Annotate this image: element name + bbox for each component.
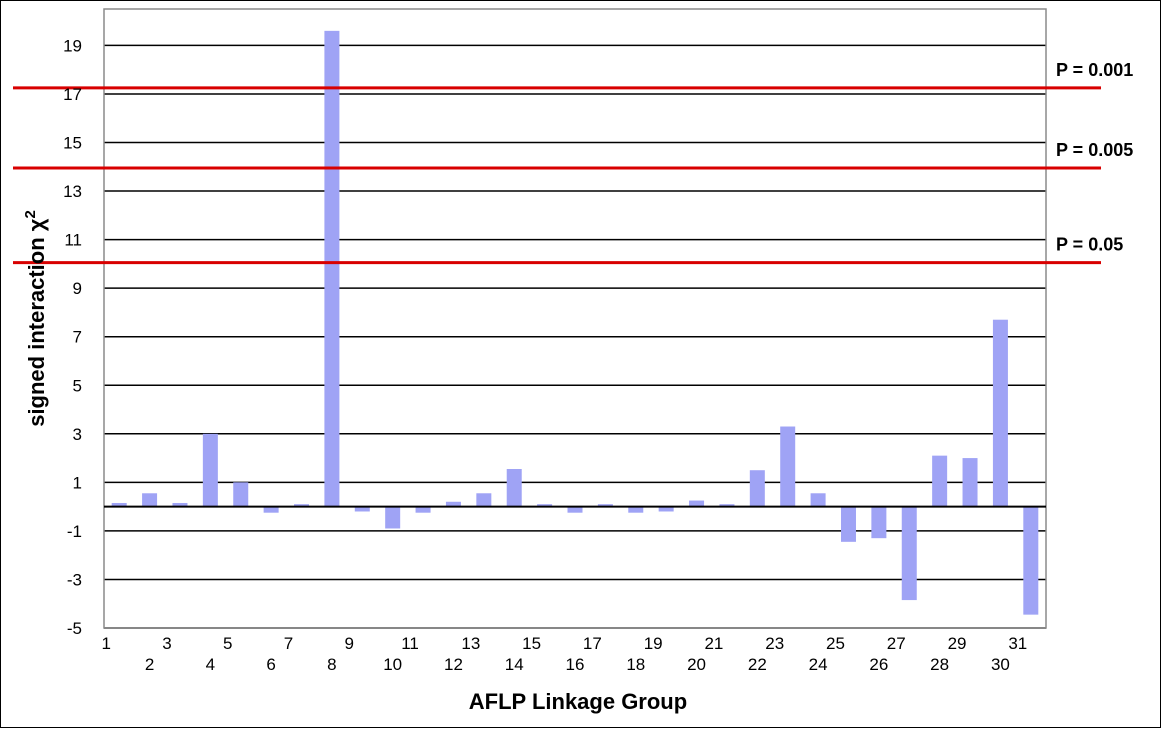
bar-14 — [506, 469, 522, 507]
x-tick-label: 24 — [809, 655, 828, 674]
reference-lines: P = 0.001 P = 0.005 P = 0.05 — [13, 60, 1133, 265]
bar-4 — [202, 433, 218, 507]
bar-13 — [476, 493, 492, 507]
bar-28 — [932, 455, 948, 507]
y-tick-label: -1 — [67, 522, 82, 541]
plot-area-border — [103, 8, 1047, 629]
bar-21 — [719, 504, 735, 507]
x-tick-label: 23 — [765, 634, 784, 653]
x-tick-label: 2 — [145, 655, 154, 674]
y-tick-label: -3 — [67, 570, 82, 589]
bar-31 — [1023, 506, 1039, 615]
x-tick-label: 9 — [345, 634, 354, 653]
x-tick-label: 25 — [826, 634, 845, 653]
y-tick-label: 19 — [63, 36, 82, 55]
x-tick-label: 15 — [522, 634, 541, 653]
y-tick-label: -5 — [67, 619, 82, 638]
bar-1 — [111, 502, 127, 507]
bar-27 — [901, 506, 917, 601]
x-tick-label: 14 — [505, 655, 524, 674]
reference-line-label: P = 0.005 — [1056, 140, 1133, 160]
bar-26 — [871, 506, 887, 539]
x-tick-label: 26 — [869, 655, 888, 674]
bar-8 — [324, 30, 340, 507]
x-tick-label: 17 — [583, 634, 602, 653]
x-tick-label: 8 — [327, 655, 336, 674]
x-axis-title: AFLP Linkage Group — [469, 689, 687, 714]
bar-5 — [233, 482, 249, 507]
y-tick-label: 15 — [63, 134, 82, 153]
x-tick-label: 27 — [887, 634, 906, 653]
x-tick-labels: 1234567891011121314151617181920212223242… — [101, 634, 1027, 674]
x-tick-label: 7 — [284, 634, 293, 653]
reference-line-label: P = 0.05 — [1056, 235, 1123, 255]
bar-22 — [749, 470, 765, 507]
bar-18 — [628, 506, 644, 513]
x-tick-label: 16 — [566, 655, 585, 674]
x-tick-label: 13 — [461, 634, 480, 653]
bar-25 — [840, 506, 856, 542]
x-tick-label: 29 — [948, 634, 967, 653]
y-tick-label: 17 — [63, 85, 82, 104]
y-tick-label: 11 — [64, 231, 82, 250]
x-tick-label: 6 — [266, 655, 275, 674]
bar-2 — [142, 493, 158, 507]
y-tick-label: 9 — [73, 279, 82, 298]
x-tick-label: 1 — [101, 634, 110, 653]
y-tick-label: 5 — [73, 376, 82, 395]
bar-3 — [172, 502, 188, 507]
x-tick-label: 18 — [626, 655, 645, 674]
y-axis-title-superscript: 2 — [22, 210, 39, 218]
bar-19 — [658, 506, 674, 512]
x-tick-label: 28 — [930, 655, 949, 674]
bars — [111, 30, 1039, 615]
x-tick-label: 21 — [704, 634, 723, 653]
y-tick-label: 3 — [73, 425, 82, 444]
x-tick-label: 30 — [991, 655, 1010, 674]
x-tick-label: 12 — [444, 655, 463, 674]
bar-6 — [263, 506, 279, 513]
x-tick-label: 20 — [687, 655, 706, 674]
bar-16 — [567, 506, 583, 513]
y-axis-title-main: signed interaction χ — [24, 218, 49, 427]
x-tick-label: 10 — [383, 655, 402, 674]
y-tick-label: 1 — [73, 473, 82, 492]
bar-23 — [780, 426, 796, 507]
bar-7 — [294, 504, 310, 507]
x-tick-label: 22 — [748, 655, 767, 674]
reference-line-label: P = 0.001 — [1056, 60, 1133, 80]
bar-15 — [537, 504, 553, 507]
y-tick-label: 13 — [63, 182, 82, 201]
x-tick-label: 31 — [1008, 634, 1027, 653]
bar-17 — [597, 504, 613, 507]
bar-24 — [810, 493, 826, 507]
bar-11 — [415, 506, 431, 513]
bar-30 — [992, 319, 1008, 507]
x-tick-label: 11 — [401, 634, 419, 653]
x-tick-label: 4 — [206, 655, 215, 674]
bar-20 — [689, 500, 705, 507]
x-tick-label: 3 — [162, 634, 171, 653]
x-tick-label: 5 — [223, 634, 232, 653]
bar-10 — [385, 506, 401, 529]
y-axis-title: signed interaction χ2 — [22, 210, 49, 427]
x-tick-label: 19 — [644, 634, 663, 653]
y-tick-label: 7 — [73, 328, 82, 347]
y-tick-labels: 19 17 15 13 11 9 7 5 3 1 -1 -3 -5 — [63, 36, 82, 638]
bar-12 — [445, 501, 461, 507]
bar-9 — [354, 506, 370, 512]
bar-29 — [962, 458, 978, 507]
